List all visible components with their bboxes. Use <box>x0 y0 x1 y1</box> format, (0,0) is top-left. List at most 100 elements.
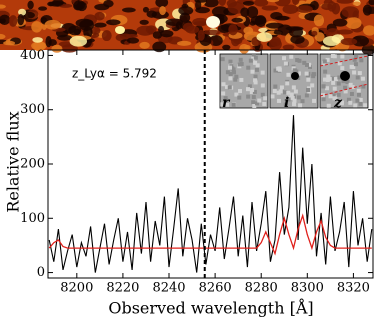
strip-blob <box>178 6 194 16</box>
inset-noise <box>291 85 296 90</box>
inset-label: r <box>222 95 231 111</box>
inset-noise <box>251 100 256 105</box>
strip-blob <box>265 22 284 29</box>
strip-blob <box>0 33 6 40</box>
inset-noise <box>358 101 363 106</box>
inset-noise <box>306 77 311 82</box>
inset-noise <box>331 80 336 85</box>
strip-blob <box>61 22 76 34</box>
strip-blob <box>243 26 254 35</box>
inset-noise <box>283 102 288 107</box>
strip-blob <box>177 40 192 46</box>
inset-noise <box>254 67 259 72</box>
inset-noise <box>253 74 258 79</box>
inset-noise <box>260 92 265 97</box>
inset-noise <box>255 101 260 106</box>
strip-blob <box>158 25 165 34</box>
strip-blob <box>122 7 136 13</box>
inset-noise <box>245 87 250 92</box>
strip-blob <box>211 6 229 17</box>
strip-blob <box>327 1 337 12</box>
strip-blob <box>115 26 125 34</box>
inset-noise <box>294 69 299 74</box>
strip-blob <box>48 39 57 47</box>
strip-blob <box>261 5 279 11</box>
source <box>340 71 350 81</box>
inset-noise <box>292 102 297 107</box>
inset-noise <box>285 81 290 86</box>
inset-noise <box>326 103 331 108</box>
strip-blob <box>57 34 73 41</box>
inset-noise <box>330 54 335 59</box>
strip-blob <box>332 18 348 27</box>
inset-noise <box>239 77 244 82</box>
inset-noise <box>279 85 284 90</box>
strip-blob <box>352 1 361 6</box>
inset-noise <box>232 70 237 75</box>
inset-noise <box>310 83 315 88</box>
strip-blob <box>226 0 237 8</box>
inset-noise <box>286 97 291 102</box>
inset-noise <box>287 95 292 100</box>
inset-noise <box>231 102 236 107</box>
strip-blob <box>69 35 88 47</box>
inset-noise <box>260 83 265 88</box>
strip-blob <box>160 30 174 38</box>
inset-noise <box>341 79 346 84</box>
inset-noise <box>328 94 333 99</box>
inset-noise <box>234 74 239 79</box>
strip-blob <box>336 0 354 4</box>
inset-noise <box>253 78 258 83</box>
y-tick-label: 0 <box>37 265 45 280</box>
inset-noise <box>292 98 297 103</box>
inset-noise <box>278 89 283 94</box>
inset-noise <box>251 95 256 100</box>
inset-noise <box>253 60 258 65</box>
slit <box>319 83 369 97</box>
strip-blob <box>217 24 232 33</box>
inset-noise <box>263 96 268 101</box>
strip-blob <box>18 8 27 16</box>
strip-blob <box>125 33 138 39</box>
strip-blob <box>249 20 256 26</box>
strip-blob <box>231 17 243 23</box>
inset-noise <box>359 58 364 63</box>
inset-noise <box>322 77 327 82</box>
inset-noise <box>293 89 298 94</box>
x-tick-label: 8240 <box>152 281 185 296</box>
inset-noise <box>355 98 360 103</box>
inset-noise <box>251 56 256 61</box>
inset-noise <box>352 57 357 62</box>
inset-noise <box>352 70 357 75</box>
inset-noise <box>273 68 278 73</box>
strip-blob <box>246 6 259 19</box>
inset-noise <box>363 103 368 108</box>
strip-blob <box>79 19 95 31</box>
inset-noise <box>321 93 326 98</box>
strip-blob <box>76 1 87 12</box>
inset-noise <box>356 88 361 93</box>
inset-noise <box>252 89 257 94</box>
strip-blob <box>290 35 305 44</box>
strip-blob <box>52 0 64 7</box>
inset-noise <box>272 89 277 94</box>
strip-blob <box>38 6 48 11</box>
strip-blob <box>203 29 221 36</box>
inset-noise <box>343 89 348 94</box>
inset-noise <box>270 94 275 99</box>
inset-noise <box>339 101 344 106</box>
inset-noise <box>228 59 233 64</box>
strip-blob <box>203 0 219 8</box>
inset-noise <box>306 88 311 93</box>
strip-blob <box>242 0 255 6</box>
inset-noise <box>331 93 336 98</box>
inset-noise <box>349 91 354 96</box>
inset-noise <box>250 87 255 92</box>
inset-noise <box>282 56 287 61</box>
inset-noise <box>321 84 326 89</box>
strip-blob <box>24 11 35 19</box>
inset-noise <box>248 58 253 63</box>
inset-noise <box>337 75 342 80</box>
strip-blob <box>345 17 362 30</box>
strip-blob <box>0 14 11 26</box>
